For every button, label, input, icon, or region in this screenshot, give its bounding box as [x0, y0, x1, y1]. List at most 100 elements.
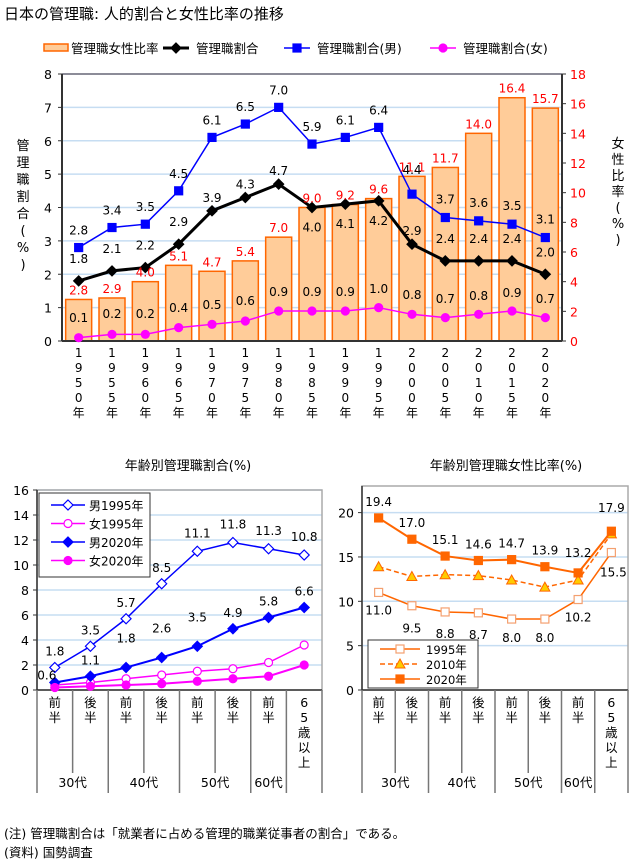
data-point [74, 333, 84, 343]
male2020-data-label: 0.6 [37, 669, 56, 683]
x-tick-label: 以 [605, 740, 618, 755]
x-tick-label: 5 [108, 391, 116, 405]
y-axis-title-right: 性 [611, 153, 624, 168]
y-tick-label: 20 [338, 506, 354, 521]
x-tick-label: 年 [206, 406, 218, 420]
data-point [191, 545, 204, 558]
x-tick-label: 5 [442, 391, 450, 405]
x-tick-label: 年 [73, 406, 85, 420]
data-label-1995: 8.0 [535, 631, 554, 645]
data-point [263, 657, 274, 668]
series-line [378, 552, 612, 620]
data-point [407, 309, 417, 319]
data-point [474, 216, 484, 226]
x-tick-label: 半 [406, 710, 419, 725]
data-point [540, 562, 550, 572]
data-point [120, 612, 132, 625]
x-tick-label: 5 [308, 391, 316, 405]
total-data-label: 2.1 [102, 242, 121, 256]
data-point [72, 275, 85, 287]
data-point [372, 194, 385, 207]
data-point [439, 255, 452, 267]
male-data-label: 4.5 [169, 167, 188, 181]
male-data-label: 6.1 [336, 113, 355, 127]
x-tick-label: 前 [120, 695, 133, 710]
data-point [274, 102, 284, 112]
x-tick-label: 年 [306, 406, 318, 420]
male2020-data-label: 4.9 [223, 606, 242, 620]
male-data-label: 6.5 [236, 100, 255, 114]
data-point [263, 671, 274, 681]
x-tick-label: 半 [262, 710, 275, 725]
series-line [54, 541, 305, 669]
male-data-label: 7.0 [269, 83, 288, 97]
male2020-data-label: 1.1 [81, 653, 100, 667]
data-point [439, 568, 451, 580]
x-tick-label: 6 [607, 695, 615, 710]
legend-marker [62, 499, 74, 511]
data-point [274, 306, 284, 316]
male-data-label: 4.4 [402, 163, 421, 177]
data-label-2020: 13.9 [532, 544, 559, 558]
data-point [140, 219, 150, 229]
male-data-label: 2.8 [69, 224, 88, 238]
male2020-data-label: 6.6 [295, 585, 314, 599]
x-tick-label: 年 [506, 406, 518, 420]
x-tick-label: 0 [408, 391, 416, 405]
x-tick-label: 0 [408, 361, 416, 375]
bar [531, 107, 560, 342]
male-data-label: 3.6 [469, 196, 488, 210]
male-data-label: 3.1 [536, 213, 555, 227]
data-point [540, 313, 550, 323]
legend-marker [292, 43, 302, 53]
data-label-2020: 17.9 [598, 501, 625, 515]
bar-data-label: 9.0 [302, 192, 321, 206]
x-tick-label: 0 [142, 391, 150, 405]
male2020-data-label: 2.6 [152, 622, 171, 636]
data-point [339, 198, 352, 211]
male1995-data-label: 11.1 [184, 526, 211, 540]
x-tick-label: 9 [175, 361, 183, 375]
data-point [539, 268, 552, 281]
data-label-1995: 15.5 [600, 566, 627, 580]
bar [198, 270, 226, 342]
data-point [505, 573, 518, 585]
total-data-label: 2.4 [502, 232, 521, 246]
data-point [572, 573, 584, 585]
y-tick-label-left: 8 [44, 67, 52, 82]
x-tick-label: 2 [442, 346, 450, 360]
male-data-label: 3.5 [136, 200, 155, 214]
data-point [340, 132, 350, 143]
total-data-label: 2.9 [169, 215, 188, 229]
y-tick-label: 10 [13, 558, 29, 573]
data-point [262, 542, 275, 555]
legend-label: 管理職割合 [196, 41, 259, 56]
female-data-label: 0.7 [436, 292, 455, 306]
x-tick-label: 8 [308, 376, 316, 390]
x-tick-label: 8 [275, 376, 283, 390]
male1995-data-label: 5.7 [117, 596, 136, 610]
x-tick-label: 1 [375, 346, 383, 360]
y-tick-label-right: 6 [570, 245, 578, 260]
female-data-label: 0.9 [302, 285, 321, 299]
data-point [440, 212, 450, 223]
source-text: (資料) 国勢調査 [4, 845, 93, 860]
x-group-label: 60代 [254, 775, 283, 790]
data-label-1995: 11.0 [365, 603, 392, 617]
data-point [140, 329, 150, 339]
data-point [206, 204, 218, 217]
y-axis-title-right: % [612, 217, 624, 232]
x-tick-label: 5 [607, 710, 615, 725]
chart-title: 年齢別管理職割合(%) [125, 458, 252, 474]
data-point [507, 614, 517, 624]
bar-data-label: 14.0 [465, 117, 492, 131]
x-tick-label: 歳 [298, 725, 311, 740]
x-tick-label: 9 [142, 361, 150, 375]
x-tick-label: 0 [342, 391, 350, 405]
x-group-label: 50代 [201, 775, 230, 790]
x-tick-label: 1 [475, 376, 483, 390]
data-point [440, 607, 450, 617]
legend-marker [62, 536, 74, 548]
data-point [374, 587, 384, 598]
data-point [107, 329, 117, 339]
